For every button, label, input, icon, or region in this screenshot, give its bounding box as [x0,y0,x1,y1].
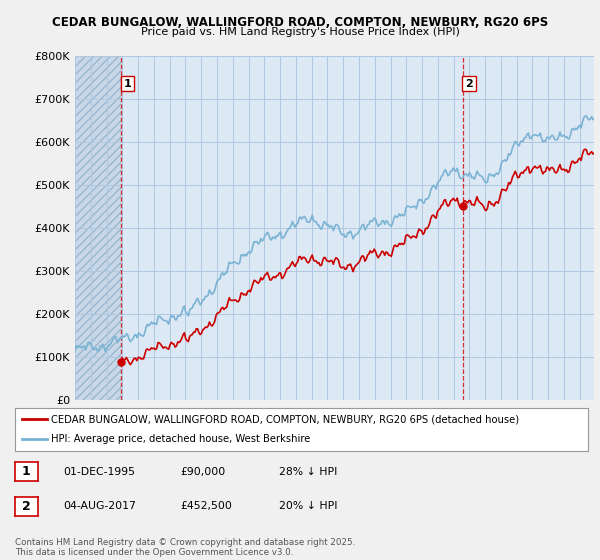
Text: 1: 1 [22,465,31,478]
Text: £90,000: £90,000 [180,466,225,477]
Text: 20% ↓ HPI: 20% ↓ HPI [279,501,337,511]
Text: Contains HM Land Registry data © Crown copyright and database right 2025.
This d: Contains HM Land Registry data © Crown c… [15,538,355,557]
Text: 04-AUG-2017: 04-AUG-2017 [63,501,136,511]
Text: 2: 2 [22,500,31,513]
Text: CEDAR BUNGALOW, WALLINGFORD ROAD, COMPTON, NEWBURY, RG20 6PS (detached house): CEDAR BUNGALOW, WALLINGFORD ROAD, COMPTO… [51,414,519,424]
Text: CEDAR BUNGALOW, WALLINGFORD ROAD, COMPTON, NEWBURY, RG20 6PS: CEDAR BUNGALOW, WALLINGFORD ROAD, COMPTO… [52,16,548,29]
Text: HPI: Average price, detached house, West Berkshire: HPI: Average price, detached house, West… [51,434,310,444]
Bar [75,56,121,400]
Text: £452,500: £452,500 [180,501,232,511]
Text: 28% ↓ HPI: 28% ↓ HPI [279,466,337,477]
Text: Price paid vs. HM Land Registry's House Price Index (HPI): Price paid vs. HM Land Registry's House … [140,27,460,37]
Text: 1: 1 [124,78,131,88]
Text: 01-DEC-1995: 01-DEC-1995 [63,466,135,477]
Text: 2: 2 [465,78,473,88]
